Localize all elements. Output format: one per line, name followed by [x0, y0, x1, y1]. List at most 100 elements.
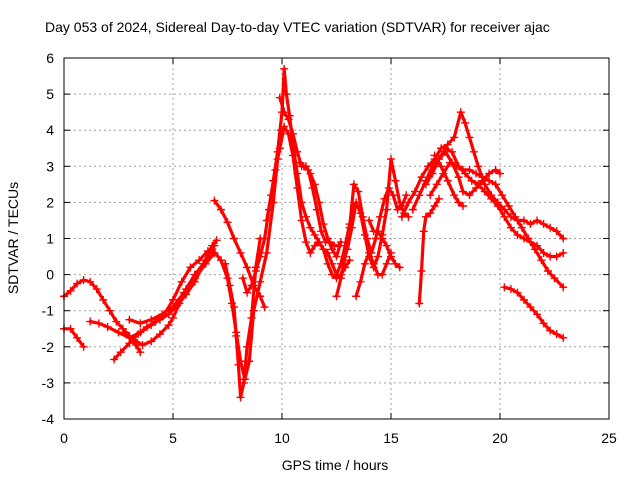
data-point: [304, 165, 313, 174]
data-point: [478, 176, 487, 185]
data-point: [426, 209, 435, 218]
data-point: [448, 158, 457, 167]
data-point: [239, 378, 248, 387]
data-point: [491, 180, 500, 189]
data-point: [474, 162, 483, 171]
data-point: [147, 337, 156, 346]
data-point: [86, 277, 95, 286]
data-point: [280, 64, 289, 73]
data-point: [238, 274, 247, 283]
series-track-22: [430, 151, 467, 211]
data-point: [247, 313, 256, 322]
data-point: [275, 93, 284, 102]
data-point: [103, 322, 112, 331]
data-point: [343, 245, 352, 254]
data-point: [352, 198, 361, 207]
series-track-6: [125, 248, 219, 328]
data-point: [546, 326, 555, 335]
data-point: [487, 194, 496, 203]
data-point: [417, 266, 426, 275]
data-point: [461, 118, 470, 127]
data-point: [201, 259, 210, 268]
data-point: [434, 194, 443, 203]
series-track-8: [221, 234, 265, 402]
data-point: [112, 317, 121, 326]
data-point: [373, 227, 382, 236]
data-point: [282, 90, 291, 99]
data-point: [121, 328, 130, 337]
data-point: [260, 234, 269, 243]
data-point: [225, 281, 234, 290]
data-point: [456, 108, 465, 117]
data-point: [328, 270, 337, 279]
data-point: [517, 223, 526, 232]
series-track-4: [110, 241, 219, 364]
data-point: [559, 283, 568, 292]
data-point: [236, 393, 245, 402]
data-point: [230, 303, 239, 312]
data-point: [472, 169, 481, 178]
series-track-14: [343, 155, 413, 272]
data-point: [365, 216, 374, 225]
series-line: [241, 67, 356, 295]
series-line: [417, 197, 441, 306]
y-tick-label: 1: [46, 231, 54, 247]
data-point: [428, 169, 437, 178]
data-point: [387, 155, 395, 164]
data-point: [186, 263, 195, 272]
data-point: [430, 151, 439, 160]
data-point: [221, 259, 230, 268]
data-point: [397, 212, 406, 221]
series-track-23: [500, 283, 568, 342]
data-point: [391, 259, 400, 268]
data-point: [458, 202, 467, 211]
data-point: [500, 212, 509, 221]
series-line: [502, 285, 565, 340]
data-point: [465, 191, 474, 200]
data-point: [382, 205, 391, 214]
x-axis-label: GPS time / hours: [282, 457, 389, 473]
data-point: [356, 277, 365, 286]
data-point: [485, 169, 494, 178]
data-point: [465, 165, 474, 174]
data-point: [480, 187, 489, 196]
data-point: [210, 248, 219, 257]
data-point: [552, 252, 561, 261]
data-point: [164, 321, 173, 330]
data-point: [169, 295, 177, 304]
data-point: [469, 147, 478, 156]
data-point: [559, 234, 568, 243]
series-track-1: [60, 276, 145, 357]
y-tick-label: -1: [42, 303, 55, 319]
data-point: [404, 198, 413, 207]
data-point: [387, 252, 395, 261]
data-point: [260, 303, 269, 312]
data-point: [356, 209, 365, 218]
data-point: [336, 274, 345, 283]
data-point: [533, 310, 542, 319]
data-point: [92, 285, 101, 294]
data-point: [360, 230, 369, 239]
data-point: [293, 183, 302, 192]
data-point: [155, 330, 164, 339]
data-point: [430, 202, 439, 211]
data-point: [539, 319, 548, 328]
data-point: [271, 165, 280, 174]
data-point: [179, 288, 188, 297]
data-point: [243, 263, 252, 272]
data-point: [415, 299, 424, 308]
data-point: [519, 216, 528, 225]
data-point: [256, 277, 265, 286]
data-point: [454, 198, 463, 207]
data-point: [190, 274, 199, 283]
data-point: [105, 306, 114, 315]
data-point: [408, 205, 417, 214]
data-point: [506, 285, 515, 294]
data-point: [533, 216, 542, 225]
data-point: [537, 256, 546, 265]
data-layer: [60, 64, 568, 402]
data-point: [347, 223, 356, 232]
data-point: [138, 340, 147, 349]
data-point: [493, 202, 502, 211]
